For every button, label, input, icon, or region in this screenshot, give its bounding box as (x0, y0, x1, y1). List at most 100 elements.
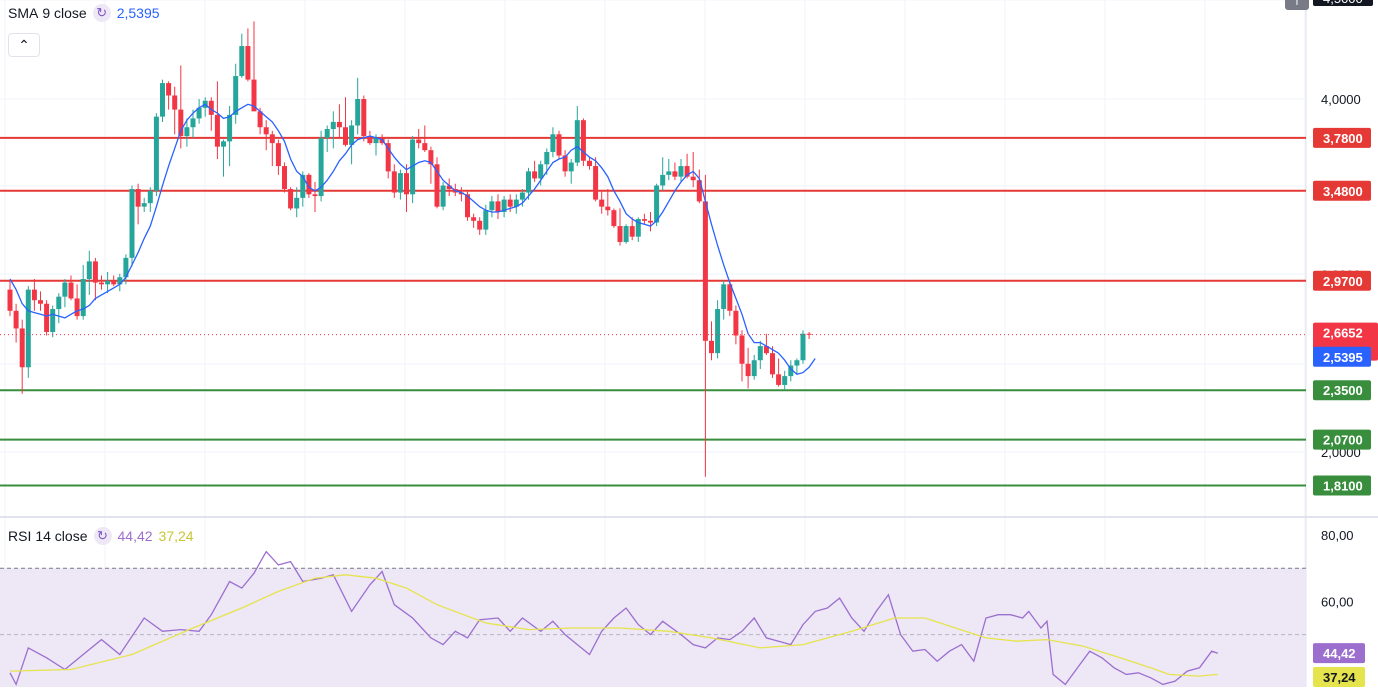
info-icon[interactable]: i (1285, 0, 1309, 10)
candle-body (666, 171, 672, 175)
candle-body (513, 199, 519, 207)
rsi-tick-label: 80,00 (1321, 528, 1354, 543)
level-price-label-text: 2,0700 (1323, 433, 1363, 448)
candle-body (733, 310, 739, 336)
candle-body (324, 129, 330, 138)
level-price-label-text: 3,7800 (1323, 131, 1363, 146)
candle-body (641, 219, 647, 221)
candle-body (416, 139, 422, 144)
candle-body (495, 201, 501, 212)
candle-body (550, 134, 556, 152)
rsi-legend[interactable]: RSI 14 close ↻ 44,42 37,24 (8, 527, 194, 545)
candle-body (178, 109, 184, 137)
candle-body (294, 197, 300, 209)
candle-body (794, 360, 800, 366)
candle-body (184, 127, 190, 137)
rsi-band (0, 568, 1306, 692)
candle-body (68, 282, 74, 299)
candle-body (208, 100, 214, 115)
candle-body (623, 226, 629, 242)
rsi-legend-params: 14 close (35, 528, 88, 544)
candle-body (599, 199, 605, 207)
top-price-tag (1313, 0, 1373, 6)
candle-body (318, 137, 324, 197)
candle-body (782, 376, 788, 385)
candle-body (269, 134, 275, 144)
level-price-label (1313, 127, 1371, 148)
candle-body (501, 199, 507, 212)
candle-body (788, 365, 794, 377)
level-price-label-text: 2,9700 (1323, 274, 1363, 289)
level-price-label (1313, 270, 1371, 291)
sync-icon[interactable]: ↻ (93, 527, 112, 545)
candle-body (544, 151, 550, 165)
sma-price-label-text: 2,5395 (1323, 350, 1363, 365)
candle-body (397, 173, 403, 193)
candle-body (38, 300, 43, 304)
rsi-legend-name: RSI (8, 528, 32, 544)
candle-body (86, 261, 92, 280)
candle-body (50, 309, 56, 332)
candle-body (367, 136, 373, 144)
sma-legend[interactable]: SMA 9 close ↻ 2,5395 (8, 4, 160, 22)
candle-body (19, 328, 25, 368)
candle-body (221, 141, 226, 147)
candle-body (214, 114, 220, 147)
rsi-line (9, 550, 1219, 687)
candle-body (330, 121, 336, 130)
candle-body (385, 143, 391, 172)
chevron-up-icon: ⌃ (18, 36, 30, 53)
candle-body (263, 127, 269, 135)
candle-body (428, 150, 434, 165)
candle-body (568, 162, 574, 172)
candles-group (7, 21, 812, 477)
candle-body (507, 199, 513, 207)
price-tick-label: 4,0000 (1321, 92, 1361, 107)
candle-body (117, 277, 123, 285)
level-price-label-text: 1,8100 (1323, 479, 1363, 494)
candle-body (166, 83, 172, 96)
sma-price-label (1313, 346, 1371, 367)
candle-body (721, 284, 727, 310)
candle-body (300, 174, 306, 198)
candle-body (282, 166, 287, 190)
sync-icon[interactable]: ↻ (92, 4, 111, 22)
candle-body (410, 139, 416, 195)
candle-body (160, 83, 165, 117)
candle-body (593, 166, 599, 200)
candle-body (153, 116, 159, 191)
candle-body (245, 46, 251, 80)
candle-body (471, 217, 477, 221)
level-price-label-text: 3,4800 (1323, 184, 1363, 199)
candle-body (690, 176, 696, 181)
last-price-label-text: 2,6652 (1323, 326, 1363, 341)
candle-body (776, 374, 782, 385)
sma-line (9, 103, 816, 376)
candle-body (660, 174, 666, 186)
candle-body (196, 107, 202, 119)
candle-body (373, 137, 379, 144)
candle-body (239, 46, 245, 77)
candle-body (562, 155, 568, 172)
candle-body (617, 226, 623, 242)
candle-body (727, 284, 733, 311)
candle-body (227, 114, 233, 142)
candle-body (306, 174, 312, 195)
candle-body (361, 99, 367, 137)
candle-body (336, 121, 342, 128)
candle-body (678, 166, 684, 177)
candle-body (288, 189, 294, 209)
candle-body (440, 185, 446, 207)
candle-body (257, 111, 263, 128)
candle-body (519, 192, 525, 200)
candle-body (770, 353, 775, 375)
candle-body (25, 289, 31, 368)
collapse-legend-button[interactable]: ⌃ (8, 33, 40, 57)
candle-body (696, 180, 702, 202)
candle-body (343, 127, 348, 145)
candle-body (31, 289, 37, 301)
candle-body (74, 298, 80, 317)
candle-body (434, 164, 440, 207)
